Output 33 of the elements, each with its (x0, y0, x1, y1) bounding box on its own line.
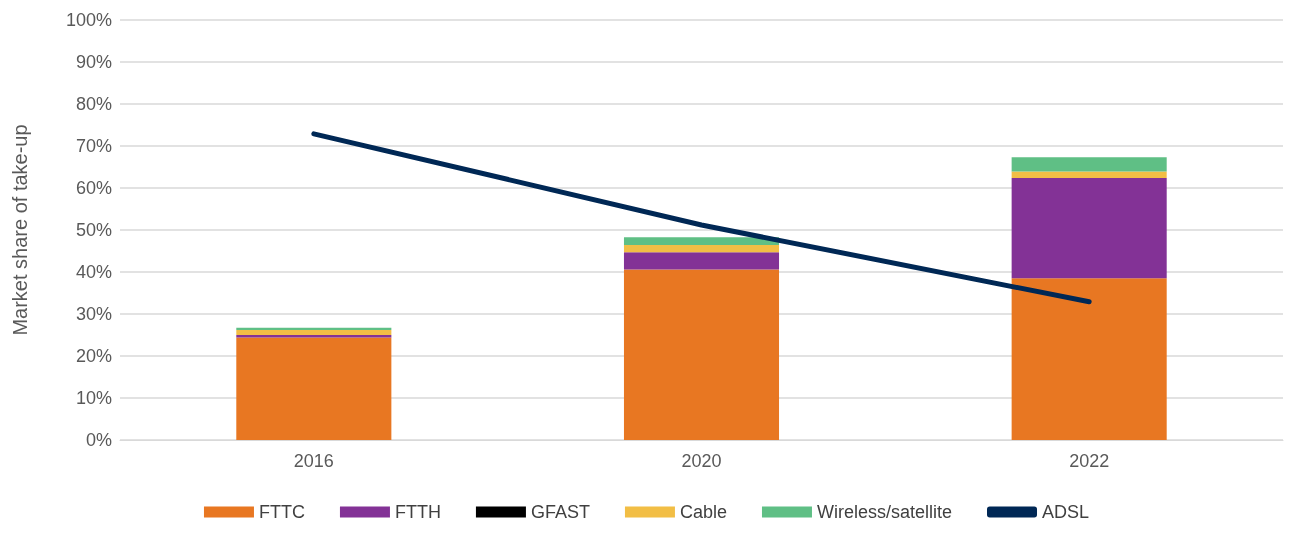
y-tick-label: 60% (75, 178, 112, 198)
y-tick-label: 90% (75, 52, 112, 72)
legend-label: Wireless/satellite (816, 502, 953, 522)
legend-label: GFAST (530, 502, 590, 522)
bar (236, 337, 392, 440)
bar (236, 329, 392, 335)
bar (1011, 177, 1167, 279)
x-tick-label: 2020 (681, 451, 722, 471)
bar (236, 335, 392, 338)
bar (236, 327, 392, 330)
y-tick-label: 50% (75, 220, 112, 240)
legend-label: ADSL (1042, 502, 1090, 522)
y-tick-label: 30% (75, 304, 112, 324)
legend-label: FTTH (394, 502, 441, 522)
y-tick-label: 20% (75, 346, 112, 366)
y-tick-label: 40% (75, 262, 112, 282)
bar (1011, 278, 1167, 440)
bar (1011, 171, 1167, 178)
y-tick-label: 70% (75, 136, 112, 156)
bar (623, 237, 780, 246)
y-tick-label: 80% (75, 94, 112, 114)
bar (623, 269, 780, 440)
y-tick-label: 100% (65, 10, 112, 30)
bar (623, 252, 780, 270)
bar (1011, 157, 1167, 172)
y-tick-label: 0% (85, 430, 112, 450)
bar (623, 245, 780, 253)
legend-label: Cable (679, 502, 727, 522)
y-axis-title: Market share of take-up (9, 124, 31, 336)
legend-label: FTTC (258, 502, 305, 522)
x-tick-label: 2022 (1069, 451, 1110, 471)
y-tick-label: 10% (75, 388, 112, 408)
x-tick-label: 2016 (293, 451, 334, 471)
